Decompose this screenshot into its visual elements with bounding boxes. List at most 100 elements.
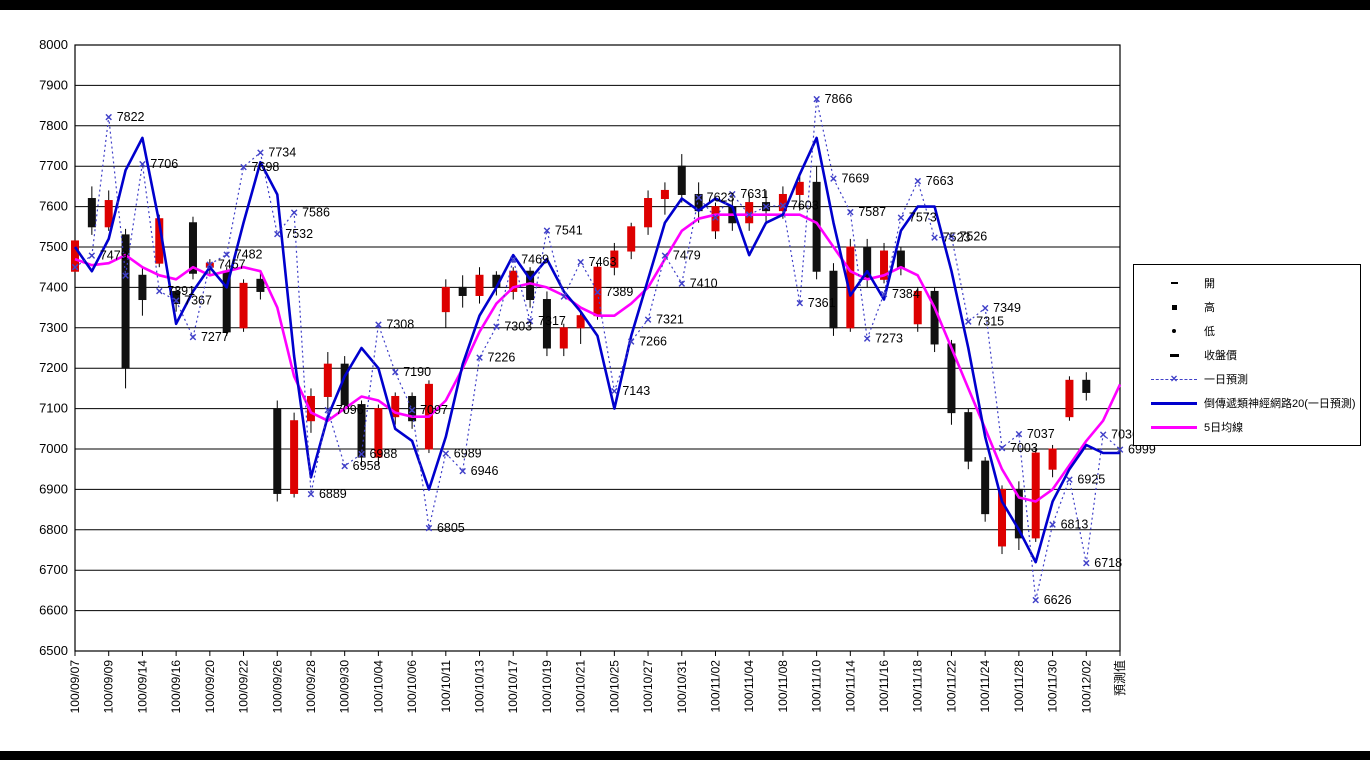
svg-text:預測值: 預測值 [1112,660,1127,696]
legend-item: 5日均線 [1148,416,1356,438]
svg-text:100/11/16: 100/11/16 [877,660,891,713]
svg-text:7734: 7734 [268,145,296,159]
legend-label: 5日均線 [1204,422,1244,434]
svg-text:7389: 7389 [606,285,634,299]
svg-text:7315: 7315 [976,315,1004,329]
svg-text:×: × [948,229,956,244]
svg-text:×: × [341,458,349,473]
svg-text:7469: 7469 [521,253,549,267]
svg-text:×: × [257,145,265,160]
svg-text:7003: 7003 [1010,441,1038,455]
svg-text:7479: 7479 [673,248,701,262]
svg-text:7036: 7036 [1111,427,1139,441]
svg-text:7277: 7277 [201,330,229,344]
svg-text:7037: 7037 [1027,427,1055,441]
svg-text:×: × [661,248,669,263]
svg-text:6500: 6500 [39,643,68,658]
svg-text:×: × [931,230,939,245]
svg-text:×: × [695,190,703,205]
svg-text:×: × [729,187,737,202]
svg-text:×: × [240,160,248,175]
svg-text:7097: 7097 [420,403,448,417]
svg-text:7822: 7822 [117,110,145,124]
svg-text:100/10/13: 100/10/13 [473,660,487,714]
svg-text:×: × [273,227,281,242]
svg-text:6805: 6805 [437,521,465,535]
svg-text:×: × [155,284,163,299]
svg-text:7000: 7000 [39,441,68,456]
svg-text:100/11/30: 100/11/30 [1046,660,1060,713]
svg-text:7226: 7226 [488,351,516,365]
svg-text:7698: 7698 [252,160,280,174]
svg-text:7463: 7463 [589,255,617,269]
svg-text:100/11/28: 100/11/28 [1012,660,1026,713]
svg-text:7573: 7573 [909,211,937,225]
svg-text:100/09/30: 100/09/30 [338,660,352,714]
svg-text:6718: 6718 [1094,556,1122,570]
svg-text:×: × [172,293,180,308]
svg-text:100/11/08: 100/11/08 [776,660,790,713]
legend-item: 高 [1148,296,1356,318]
svg-text:7384: 7384 [892,287,920,301]
svg-text:×: × [459,463,467,478]
legend-item: × 一日預測 [1148,368,1356,390]
svg-text:×: × [88,248,96,263]
svg-text:7706: 7706 [150,157,178,171]
legend-swatch-dot [1148,329,1200,333]
svg-text:7700: 7700 [39,158,68,173]
svg-text:×: × [442,446,450,461]
svg-text:100/10/04: 100/10/04 [371,660,385,714]
svg-text:×: × [847,204,855,219]
svg-text:×: × [425,520,433,535]
svg-text:100/12/02: 100/12/02 [1079,660,1093,714]
svg-text:6958: 6958 [353,459,381,473]
svg-text:×: × [290,205,298,220]
legend-swatch-tick [1148,282,1200,284]
svg-text:7273: 7273 [875,332,903,346]
svg-text:100/10/25: 100/10/25 [607,660,621,714]
svg-text:7586: 7586 [302,205,330,219]
svg-text:×: × [644,312,652,327]
svg-text:×: × [981,301,989,316]
svg-text:100/10/06: 100/10/06 [405,660,419,714]
svg-text:7500: 7500 [39,239,68,254]
svg-text:7361: 7361 [808,296,836,310]
svg-text:100/11/10: 100/11/10 [810,660,824,713]
svg-text:×: × [1116,442,1124,457]
svg-text:6813: 6813 [1061,518,1089,532]
svg-text:7623: 7623 [707,190,735,204]
svg-text:×: × [122,268,130,283]
svg-text:7308: 7308 [386,318,414,332]
svg-text:×: × [594,284,602,299]
svg-text:×: × [627,334,635,349]
svg-text:×: × [105,109,113,124]
svg-text:×: × [493,319,501,334]
svg-text:×: × [408,402,416,417]
svg-text:7866: 7866 [825,92,853,106]
svg-text:×: × [71,260,79,275]
legend-swatch-square [1148,304,1200,310]
svg-text:×: × [206,257,214,272]
legend-label: 收盤價 [1204,350,1237,362]
svg-text:×: × [762,199,770,214]
svg-text:7100: 7100 [39,401,68,416]
svg-text:7143: 7143 [622,384,650,398]
svg-text:7321: 7321 [656,312,684,326]
svg-text:100/11/22: 100/11/22 [944,660,958,713]
legend-item: 低 [1148,320,1356,342]
svg-text:×: × [324,403,332,418]
svg-text:×: × [189,330,197,345]
svg-text:100/09/26: 100/09/26 [270,660,284,714]
svg-text:×: × [1082,555,1090,570]
svg-text:×: × [307,486,315,501]
svg-text:7523: 7523 [943,231,971,245]
svg-text:×: × [998,440,1006,455]
svg-text:×: × [509,252,517,267]
svg-text:×: × [830,171,838,186]
svg-text:×: × [863,331,871,346]
svg-text:×: × [1032,593,1040,608]
svg-text:×: × [1015,427,1023,442]
svg-text:7266: 7266 [639,335,667,349]
svg-text:100/11/02: 100/11/02 [708,660,722,713]
